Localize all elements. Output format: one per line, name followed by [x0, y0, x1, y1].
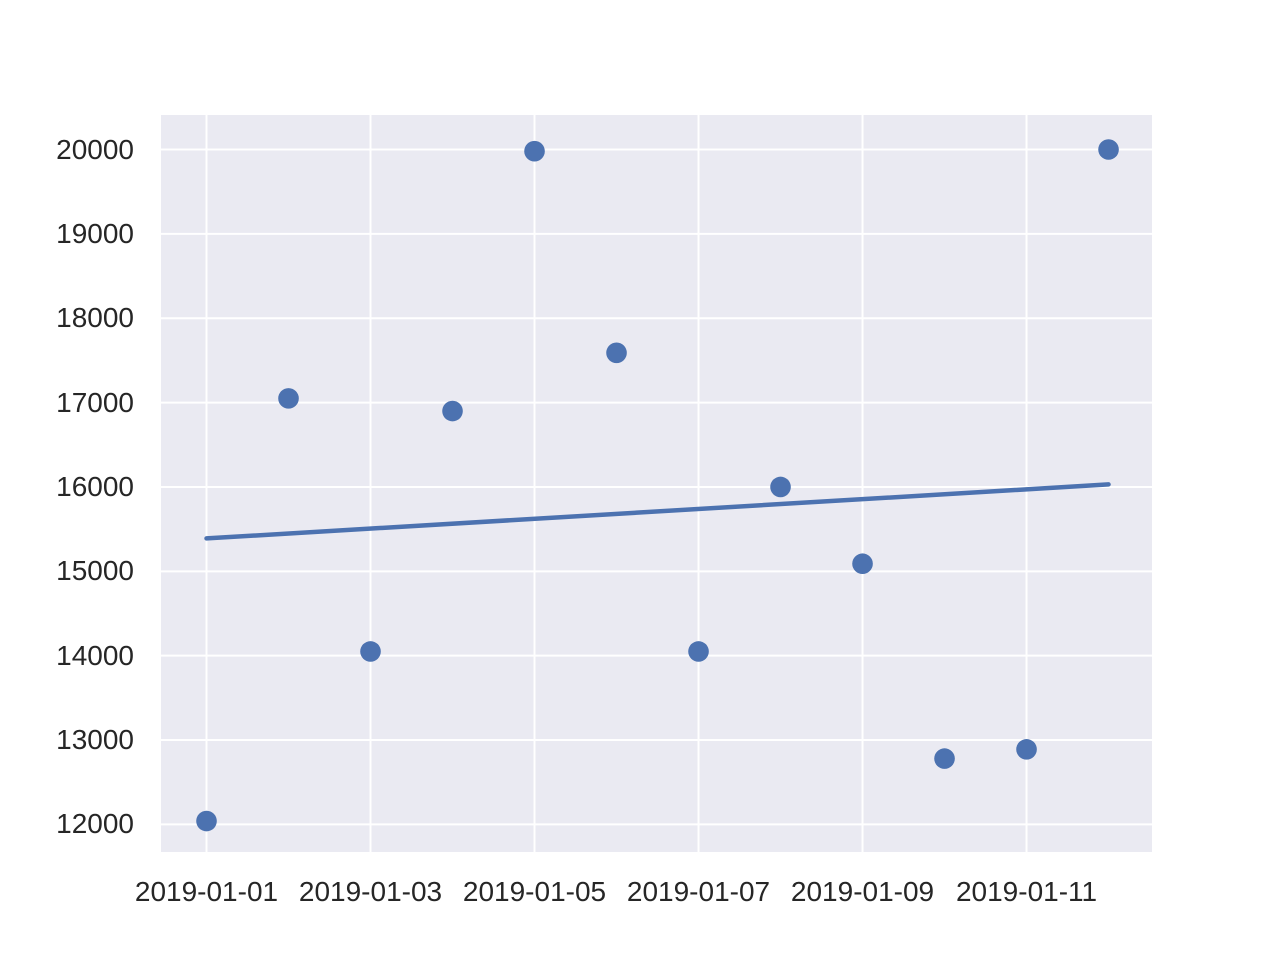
y-tick-label: 18000 [56, 302, 134, 334]
data-point [606, 342, 627, 364]
data-point [524, 140, 545, 162]
x-tick-label: 2019-01-05 [462, 876, 607, 907]
y-tick-label: 20000 [56, 133, 134, 165]
data-point [360, 641, 381, 662]
data-point [852, 553, 873, 575]
y-tick-label: 14000 [56, 639, 134, 671]
x-tick-label: 2019-01-09 [790, 876, 935, 907]
x-tick-label: 2019-01-01 [134, 876, 279, 907]
trend-line [204, 482, 1111, 541]
x-tick-label: 2019-01-07 [626, 876, 771, 907]
plot-background [161, 115, 1152, 852]
data-point [1098, 139, 1119, 160]
data-point [442, 400, 463, 422]
y-tick-label: 13000 [56, 724, 134, 756]
data-point [934, 748, 955, 769]
y-tick-label: 16000 [56, 470, 134, 502]
y-tick-label: 12000 [56, 808, 134, 840]
x-tick-label: 2019-01-03 [298, 876, 443, 907]
y-tick-label: 15000 [56, 555, 134, 587]
data-point [688, 641, 709, 662]
y-tick-label: 17000 [56, 386, 134, 418]
data-point [770, 476, 791, 498]
data-point [1016, 739, 1037, 760]
data-point [278, 388, 299, 409]
y-tick-label: 19000 [56, 217, 134, 249]
x-tick-label: 2019-01-11 [955, 876, 1098, 907]
data-point [196, 810, 217, 832]
